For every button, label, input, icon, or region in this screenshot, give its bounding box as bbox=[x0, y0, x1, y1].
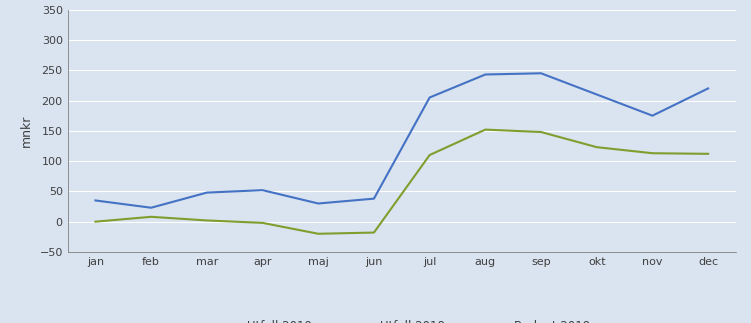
Y-axis label: mnkr: mnkr bbox=[20, 115, 32, 147]
Legend: Utfall 2019, Utfall 2018, Budget 2019: Utfall 2019, Utfall 2018, Budget 2019 bbox=[209, 316, 595, 323]
